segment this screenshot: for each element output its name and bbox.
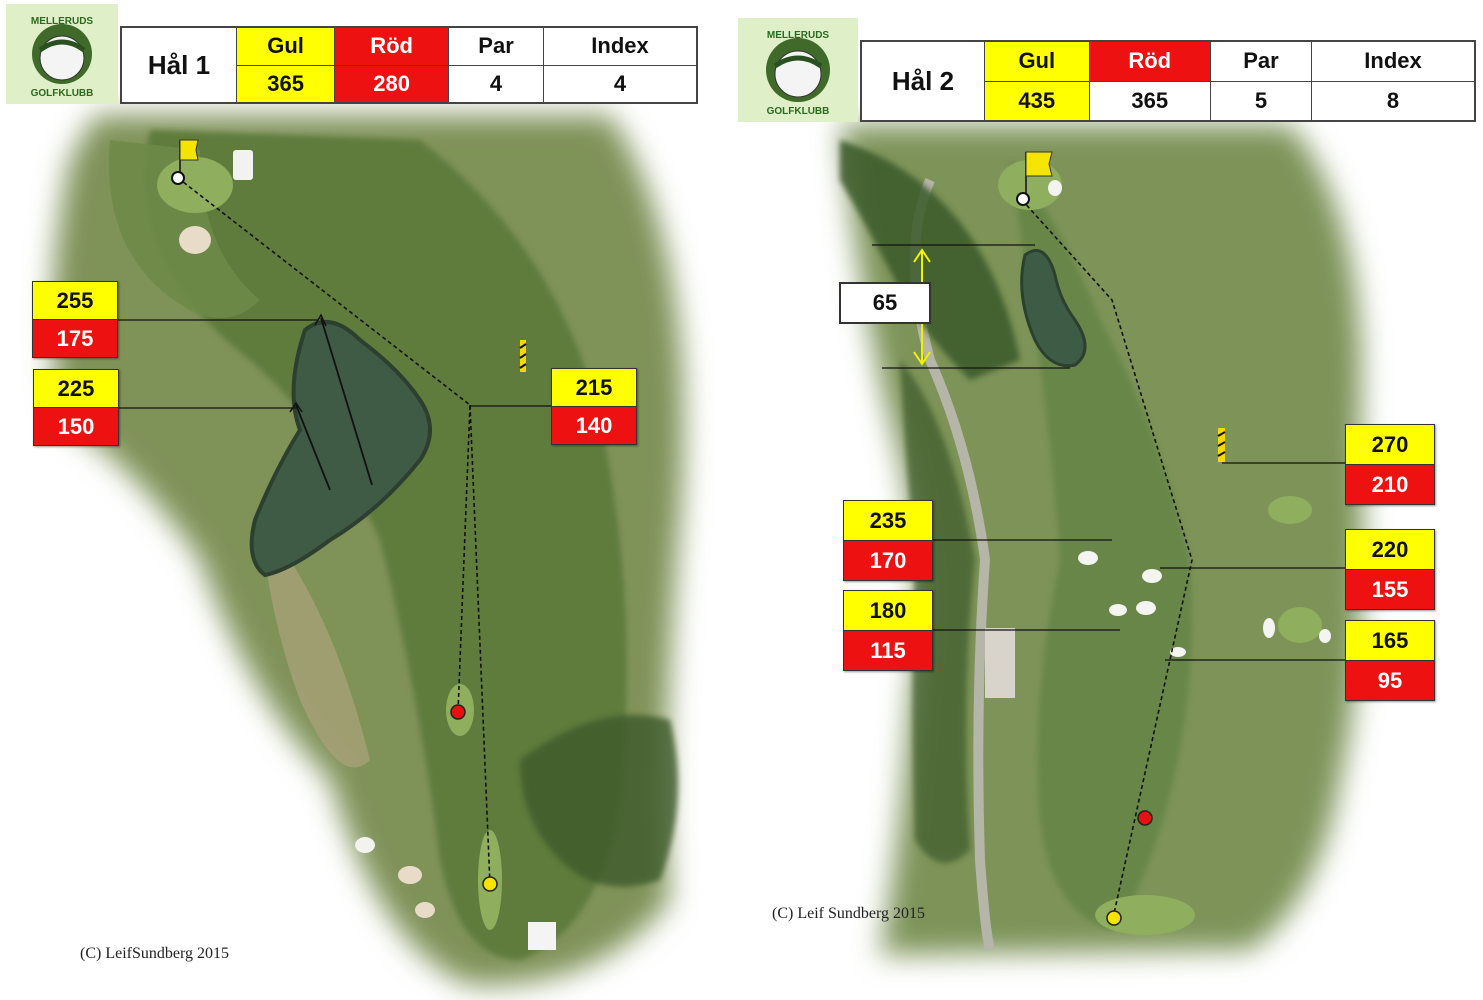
distance-yellow: 220 xyxy=(1346,530,1434,570)
distance-marker: 225 150 xyxy=(33,369,119,446)
hole-1-scorecard: Hål 1 Gul Röd Par Index 365 280 4 4 xyxy=(120,26,698,104)
flag-icon xyxy=(171,139,199,185)
distance-yellow: 225 xyxy=(34,370,118,408)
value-rod: 365 xyxy=(1088,80,1211,122)
distance-marker: 235 170 xyxy=(843,500,933,581)
distance-yellow: 165 xyxy=(1346,621,1434,661)
value-par: 5 xyxy=(1209,80,1313,122)
hole-1-map xyxy=(52,115,684,986)
building xyxy=(985,628,1015,698)
distance-red: 175 xyxy=(33,320,117,357)
copyright-text: (C) LeifSundberg 2015 xyxy=(80,945,230,962)
yellow-tee-icon xyxy=(1106,910,1122,926)
yellow-tee-icon xyxy=(482,876,498,892)
distance-red: 210 xyxy=(1346,465,1434,504)
header-gul: Gul xyxy=(984,40,1090,82)
header-par: Par xyxy=(1209,40,1313,82)
distance-marker: 165 95 xyxy=(1345,620,1435,701)
club-logo: MELLERUDS GOLFKLUBB xyxy=(6,4,118,104)
distance-red: 115 xyxy=(844,631,932,670)
distance-marker: 215 140 xyxy=(551,368,637,445)
svg-text:GOLFKLUBB: GOLFKLUBB xyxy=(767,106,830,117)
header-gul: Gul xyxy=(235,26,336,66)
distance-red: 95 xyxy=(1346,661,1434,700)
red-tee-icon xyxy=(1137,810,1153,826)
header-rod: Röd xyxy=(1088,40,1211,82)
hole-2-scorecard: Hål 2 Gul Röd Par Index 435 365 5 8 xyxy=(860,40,1476,122)
distance-marker: 255 175 xyxy=(32,281,118,358)
header-index: Index xyxy=(543,26,698,66)
header-rod: Röd xyxy=(334,26,450,66)
hole-cup-icon xyxy=(171,171,185,185)
value-gul: 435 xyxy=(984,80,1090,122)
svg-text:MELLERUDS: MELLERUDS xyxy=(767,30,830,41)
distance-marker: 220 155 xyxy=(1345,529,1435,610)
flag-icon xyxy=(1016,151,1053,206)
water-hazard xyxy=(1020,249,1087,368)
distance-red: 150 xyxy=(34,408,118,445)
distance-yellow: 255 xyxy=(33,282,117,320)
water-hazard xyxy=(249,320,432,578)
distance-red: 140 xyxy=(552,407,636,444)
value-index: 8 xyxy=(1311,80,1476,122)
distance-red: 170 xyxy=(844,541,932,580)
header-index: Index xyxy=(1311,40,1476,82)
measure-label: 65 xyxy=(839,282,931,324)
svg-text:GOLFKLUBB: GOLFKLUBB xyxy=(31,88,94,99)
distance-marker: 180 115 xyxy=(843,590,933,671)
green-hole-1 xyxy=(157,157,233,213)
bunker xyxy=(233,150,253,180)
yellow-tee-box xyxy=(1095,895,1195,935)
hole-cup-icon xyxy=(1016,192,1030,206)
value-gul: 365 xyxy=(235,64,336,104)
distance-marker: 270 210 xyxy=(1345,424,1435,505)
distance-yellow: 270 xyxy=(1346,425,1434,465)
hole-2-map xyxy=(840,125,1363,955)
header-par: Par xyxy=(448,26,544,66)
value-par: 4 xyxy=(448,64,544,104)
hole-label: Hål 1 xyxy=(120,26,237,104)
value-rod: 280 xyxy=(334,64,450,104)
value-index: 4 xyxy=(543,64,698,104)
building xyxy=(528,922,556,950)
hole-label: Hål 2 xyxy=(860,40,985,122)
distance-red: 155 xyxy=(1346,570,1434,609)
copyright-text: (C) Leif Sundberg 2015 xyxy=(772,905,926,922)
svg-text:MELLERUDS: MELLERUDS xyxy=(31,16,94,27)
bunker xyxy=(179,226,211,254)
distance-yellow: 215 xyxy=(552,369,636,407)
distance-yellow: 235 xyxy=(844,501,932,541)
red-tee-icon xyxy=(450,704,466,720)
club-logo: MELLERUDS GOLFKLUBB xyxy=(738,18,858,122)
distance-yellow: 180 xyxy=(844,591,932,631)
